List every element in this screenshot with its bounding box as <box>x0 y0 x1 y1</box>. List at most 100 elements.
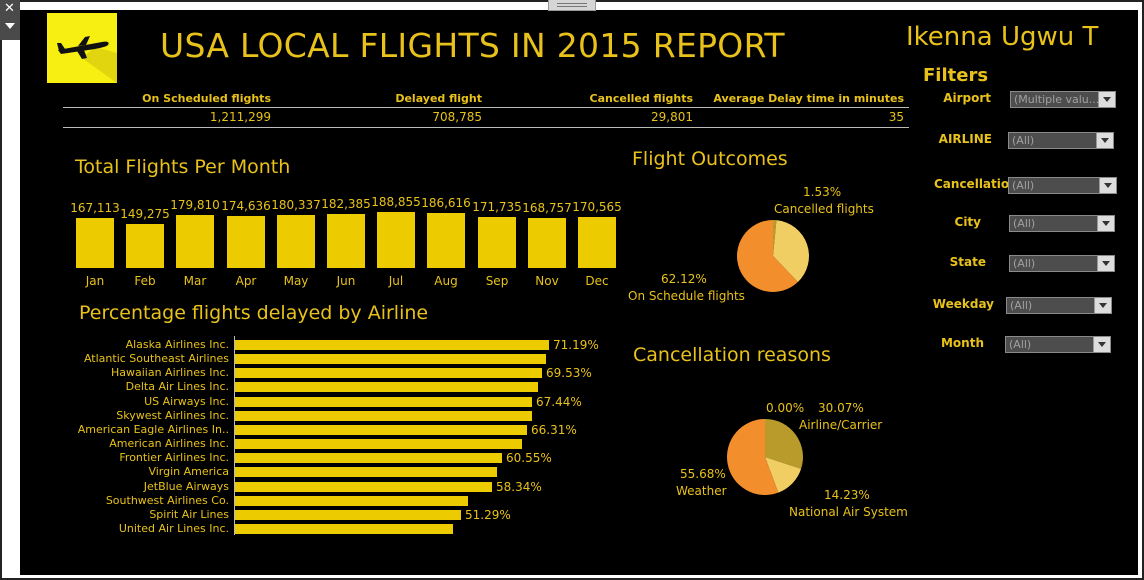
grip-line <box>557 3 587 4</box>
month-value-label: 170,565 <box>572 200 622 214</box>
month-tick-label: Sep <box>485 274 509 288</box>
month-value-label: 179,810 <box>170 198 220 212</box>
month-tick-label: Jan <box>85 274 105 288</box>
month-bar <box>377 212 415 268</box>
filter-airline-value: (All) <box>1012 134 1035 147</box>
airline-label: Virgin America <box>148 465 229 478</box>
airline-label: Hawaiian Airlines Inc. <box>110 366 229 379</box>
month-bar <box>578 217 616 268</box>
month-value-label: 186,616 <box>421 196 471 210</box>
airline-pct-label: 58.34% <box>496 480 542 494</box>
filter-state-value: (All) <box>1013 257 1036 270</box>
month-tick-label: Dec <box>585 274 609 288</box>
month-tick-label: Jun <box>336 274 356 288</box>
filter-weekday-select[interactable]: (All) <box>1006 297 1112 314</box>
airline-bar <box>235 482 492 492</box>
chevron-down-icon[interactable] <box>1098 92 1115 107</box>
grip-line <box>557 6 587 7</box>
cancel-nas-label: National Air System <box>789 505 908 519</box>
chevron-down-icon[interactable] <box>1097 256 1114 271</box>
month-bar <box>76 218 114 268</box>
airline-bar <box>235 453 502 463</box>
filter-airport-select[interactable]: (Multiple valu... <box>1010 91 1116 108</box>
filter-cancellation-select[interactable]: (All) <box>1008 177 1117 194</box>
chevron-down-icon[interactable] <box>1099 178 1116 193</box>
monthly-chart-title: Total Flights Per Month <box>75 156 291 178</box>
chevron-down-icon[interactable] <box>1096 133 1113 148</box>
filter-label-month: Month <box>940 336 984 350</box>
airline-label: Spirit Air Lines <box>149 508 229 521</box>
airline-bar <box>235 467 497 477</box>
chevron-down-icon[interactable] <box>1094 298 1111 313</box>
month-bar <box>176 215 214 268</box>
month-value-label: 167,113 <box>70 201 120 215</box>
kpi-value-scheduled: 1,211,299 <box>209 110 271 124</box>
chevron-down-icon[interactable] <box>1093 337 1110 352</box>
outcomes-chart-title: Flight Outcomes <box>632 148 788 170</box>
airplane-logo <box>47 13 117 83</box>
airplane-icon <box>57 36 117 83</box>
kpi-value-cancelled: 29,801 <box>651 110 693 124</box>
month-value-label: 188,855 <box>371 195 421 209</box>
airline-label: Southwest Airlines Co. <box>105 494 229 507</box>
resize-grip[interactable] <box>548 0 596 11</box>
filter-city-select[interactable]: (All) <box>1009 215 1115 232</box>
airline-label: Delta Air Lines Inc. <box>125 380 229 393</box>
airline-pct-label: 51.29% <box>465 508 511 522</box>
filter-label-airport: Airport <box>943 91 991 105</box>
month-bar <box>327 214 365 268</box>
cancel-weather-label: Weather <box>676 484 727 498</box>
filter-month-select[interactable]: (All) <box>1005 336 1111 353</box>
chevron-down-icon[interactable] <box>1097 216 1114 231</box>
filter-month-value: (All) <box>1009 338 1032 351</box>
cancel-nas-pct: 14.23% <box>824 488 870 502</box>
filter-weekday-value: (All) <box>1010 299 1033 312</box>
filter-label-airline: AIRLINE <box>938 132 992 146</box>
outcome-onschedule-pct: 62.12% <box>661 272 707 286</box>
outcome-cancelled-label: Cancelled flights <box>774 202 874 216</box>
airline-label: Atlantic Southeast Airlines <box>83 352 229 365</box>
cancel-weather-pct: 55.68% <box>680 467 726 481</box>
airline-label: US Airways Inc. <box>144 395 229 408</box>
airline-bar <box>235 368 542 378</box>
airline-bar <box>235 382 538 392</box>
cancellation-reasons-pie <box>727 419 803 495</box>
month-tick-label: Apr <box>235 274 257 288</box>
close-icon[interactable]: ✕ <box>4 1 15 16</box>
dashboard-canvas <box>20 10 1138 575</box>
pie-slice-airline-carrier <box>765 419 803 469</box>
month-bar <box>227 216 265 268</box>
month-tick-label: Mar <box>183 274 207 288</box>
airline-bar <box>235 354 546 364</box>
pie-slice-weather <box>727 419 779 495</box>
outcome-onschedule-label: On Schedule flights <box>628 289 745 303</box>
airline-bar <box>235 510 461 520</box>
kpi-label-avg-delay: Average Delay time in minutes <box>713 92 904 105</box>
month-bar <box>478 217 516 268</box>
pie-slice-national-air-system <box>765 457 802 493</box>
airline-label: United Air Lines Inc. <box>118 522 229 535</box>
month-value-label: 174,636 <box>221 199 271 213</box>
month-value-label: 180,337 <box>271 198 321 212</box>
cancel-carrier-pct: 30.07% <box>818 401 864 415</box>
kpi-divider <box>63 107 909 108</box>
airline-label: Frontier Airlines Inc. <box>119 451 229 464</box>
airline-bar <box>235 439 522 449</box>
month-bar <box>277 215 315 268</box>
airline-chart-title: Percentage flights delayed by Airline <box>79 302 429 324</box>
outcome-cancelled-pct: 1.53% <box>803 185 842 199</box>
filter-state-select[interactable]: (All) <box>1009 255 1115 272</box>
kpi-label-delayed: Delayed flight <box>395 92 482 105</box>
cancel-carrier-label: Airline/Carrier <box>799 418 883 432</box>
filter-airline-select[interactable]: (All) <box>1008 132 1114 149</box>
kpi-value-avg-delay: 35 <box>888 110 904 124</box>
pie-slice-on-schedule <box>737 220 798 292</box>
filters-heading: Filters <box>923 65 989 86</box>
month-bar <box>427 213 465 268</box>
filter-label-state: State <box>949 255 986 269</box>
author-name: Ikenna Ugwu T <box>906 22 1099 52</box>
filter-label-cancellation: Cancellatio.. <box>934 177 1019 191</box>
filter-airport-value: (Multiple valu... <box>1014 93 1100 106</box>
month-value-label: 149,275 <box>120 207 170 221</box>
chevron-down-icon[interactable] <box>5 23 15 29</box>
